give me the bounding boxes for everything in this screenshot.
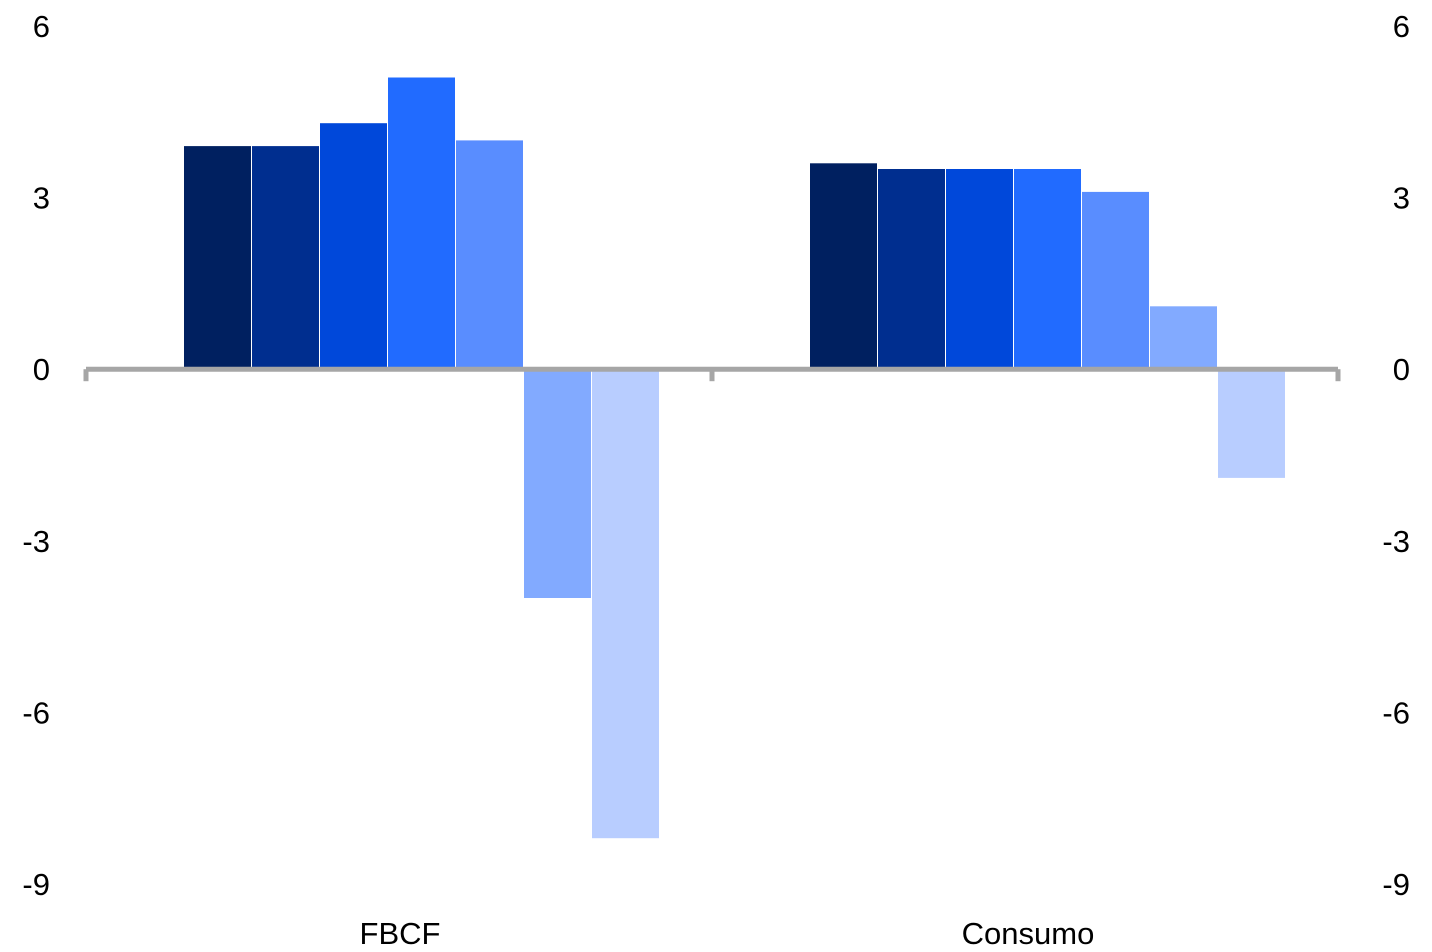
bar-fbcf-6 [524, 369, 591, 598]
left-y-tick-label: -3 [22, 524, 50, 559]
bar-fbcf-2 [252, 146, 319, 370]
category-label-consumo: Consumo [962, 916, 1095, 951]
bar-consumo-4 [1014, 169, 1081, 370]
x-axis [83, 366, 1341, 382]
bar-fbcf-5 [456, 140, 523, 370]
bar-consumo-7 [1218, 369, 1285, 478]
left-y-tick-label: -6 [22, 695, 50, 730]
left-y-tick-label: 3 [33, 181, 50, 216]
right-y-tick-label: 3 [1393, 181, 1410, 216]
bar-fbcf-4 [388, 77, 455, 370]
right-y-axis-labels: 6 3 0 -3 -6 -9 [1382, 9, 1410, 902]
category-labels: FBCF Consumo [360, 916, 1095, 951]
bar-consumo-3 [946, 169, 1013, 370]
left-y-tick-label: 0 [33, 352, 50, 387]
bars-group [184, 77, 1285, 839]
bar-fbcf-3 [320, 123, 387, 370]
bar-fbcf-7 [592, 369, 659, 839]
bar-consumo-6 [1150, 306, 1217, 370]
bar-consumo-1 [810, 163, 877, 370]
left-y-tick-label: -9 [22, 867, 50, 902]
bar-fbcf-1 [184, 146, 251, 370]
left-y-tick-label: 6 [33, 9, 50, 44]
bar-consumo-5 [1082, 191, 1149, 370]
right-y-tick-label: -3 [1382, 524, 1410, 559]
right-y-tick-label: -9 [1382, 867, 1410, 902]
left-y-axis-labels: 6 3 0 -3 -6 -9 [22, 9, 50, 902]
right-y-tick-label: 6 [1393, 9, 1410, 44]
right-y-tick-label: 0 [1393, 352, 1410, 387]
bar-consumo-2 [878, 169, 945, 370]
category-label-fbcf: FBCF [360, 916, 441, 951]
right-y-tick-label: -6 [1382, 695, 1410, 730]
